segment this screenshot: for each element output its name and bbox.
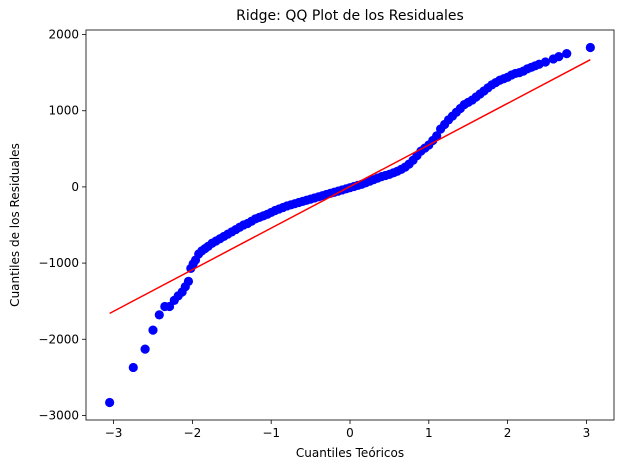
y-tick-label: −1000: [38, 256, 79, 270]
data-point: [183, 276, 194, 286]
data-point: [562, 49, 572, 59]
x-tick-label: 1: [425, 426, 433, 440]
x-tick-label: −3: [105, 426, 123, 440]
x-tick-label: −1: [262, 426, 280, 440]
data-point: [585, 42, 595, 53]
data-point: [140, 344, 150, 354]
y-tick-label: 2000: [48, 28, 79, 42]
y-tick-label: 1000: [48, 104, 79, 118]
data-point: [105, 397, 115, 408]
y-axis-ticks: −3000 −2000 −1000 0 1000 2000: [38, 28, 86, 422]
x-tick-label: 2: [504, 426, 512, 440]
x-tick-label: 3: [583, 426, 591, 440]
data-point: [540, 57, 551, 67]
y-axis-label: Cuantiles de los Residuales: [8, 143, 22, 307]
x-axis-label: Cuantiles Teóricos: [296, 446, 404, 460]
data-point: [128, 362, 138, 373]
reference-line: [109, 59, 591, 315]
x-tick-label: −2: [184, 426, 202, 440]
data-point: [154, 310, 164, 320]
data-point: [148, 325, 158, 335]
data-points-layer: [105, 42, 595, 408]
x-tick-label: 0: [346, 426, 354, 440]
y-tick-label: −2000: [38, 332, 79, 346]
y-tick-label: 0: [71, 180, 79, 194]
data-point: [432, 131, 442, 141]
chart-title: Ridge: QQ Plot de los Residuales: [236, 8, 464, 24]
data-point: [554, 52, 564, 62]
plot-area: [105, 42, 595, 408]
y-tick-label: −3000: [38, 408, 79, 422]
reference-line-layer: [109, 59, 591, 315]
x-axis-ticks: −3 −2 −1 0 1 2 3: [105, 420, 591, 440]
